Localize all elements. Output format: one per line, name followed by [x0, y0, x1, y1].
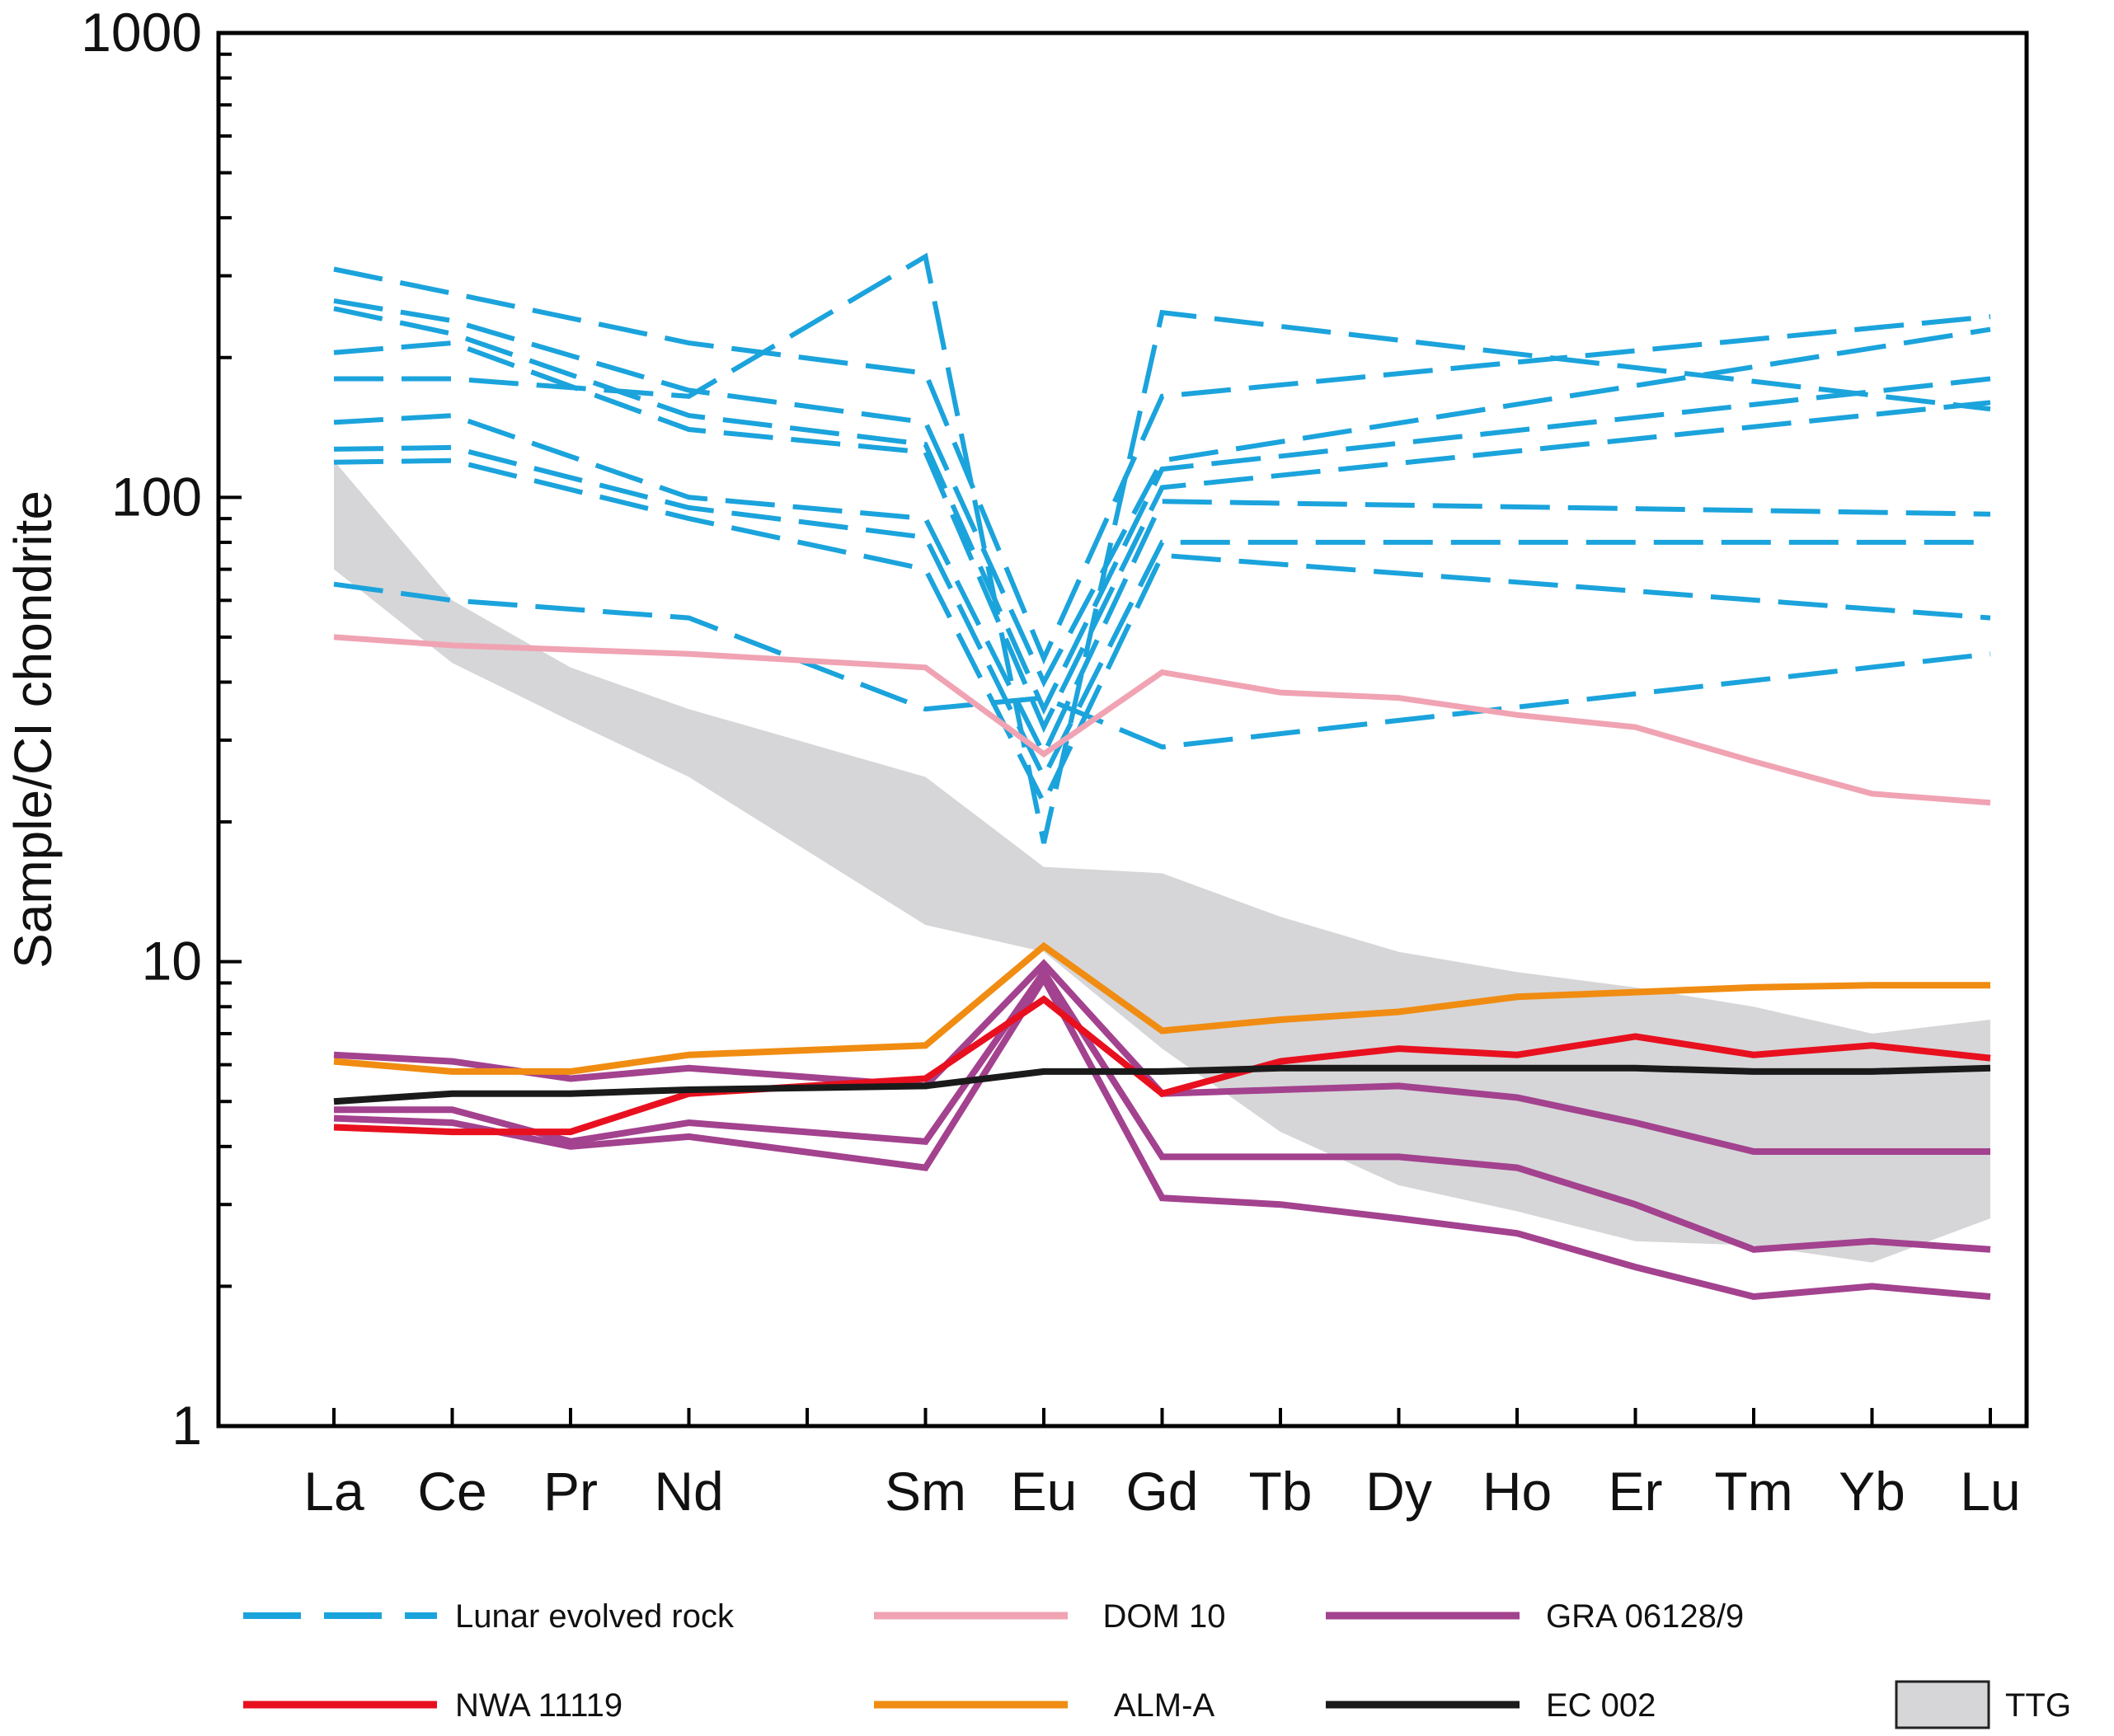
series-line-gra-06128-9-12	[333, 972, 1991, 1301]
legend-label-nwa-11119: NWA 11119	[455, 1687, 622, 1724]
legend-label-dom-10: DOM 10	[1103, 1598, 1226, 1635]
y-axis-label: Sample/CI chondrite	[3, 490, 63, 969]
legend-label-alm-a: ALM-A	[1114, 1687, 1215, 1724]
x-tick-label: Eu	[1011, 1461, 1078, 1522]
x-tick-label: Tm	[1714, 1461, 1792, 1522]
y-tick-label: 1000	[81, 2, 202, 63]
x-tick-label: Yb	[1839, 1461, 1905, 1522]
series-line-lunar-evolved-rock-2	[333, 306, 1991, 716]
y-tick-label: 1	[171, 1395, 202, 1456]
y-tick-label: 10	[142, 931, 202, 992]
x-tick-label: Ce	[417, 1461, 486, 1522]
x-tick-label: Tb	[1248, 1461, 1312, 1522]
y-tick-label: 100	[111, 466, 202, 527]
series-line-ec-002-15	[333, 1064, 1991, 1105]
x-tick-label: La	[303, 1461, 364, 1522]
series-line-gra-06128-9-10	[333, 959, 1990, 1155]
x-tick-label: Sm	[885, 1461, 966, 1522]
series-line-nwa-11119-13	[333, 995, 1991, 1136]
y-axis: 1 10 100 1000	[81, 2, 242, 1456]
legend-label-ec-002: EC 002	[1546, 1687, 1656, 1724]
legend-label-lunar-evolved-rock: Lunar evolved rock	[455, 1598, 735, 1635]
series-line-gra-06128-9-11	[334, 966, 1991, 1253]
x-tick-label: Lu	[1960, 1461, 2020, 1522]
series-line-lunar-evolved-rock-3	[333, 340, 1991, 734]
x-tick-label: Gd	[1125, 1461, 1198, 1522]
plot-frame	[216, 30, 2029, 1429]
ttg-field-layer	[334, 460, 1990, 1263]
x-tick-label: Dy	[1365, 1461, 1432, 1522]
x-tick-label: Nd	[654, 1461, 723, 1522]
legend-swatch-ttg	[1895, 1680, 1990, 1729]
legend-label-ttg: TTG	[2005, 1687, 2071, 1724]
series-line-lunar-evolved-rock-4	[334, 252, 1991, 844]
series-line-lunar-evolved-rock-8	[333, 581, 1991, 750]
legend-label-gra-06128-9: GRA 06128/9	[1546, 1598, 1744, 1635]
series-line-dom-10-9	[333, 634, 1991, 806]
ttg-field	[334, 460, 1990, 1263]
x-tick-label: Er	[1609, 1461, 1663, 1522]
x-tick-label: Pr	[543, 1461, 598, 1522]
series-line-lunar-evolved-rock-0	[333, 266, 1991, 665]
x-axis: La Ce Pr Nd Sm Eu Gd Tb Dy Ho Er Tm Yb Lu	[303, 1408, 2021, 1522]
legend: Lunar evolved rock DOM 10 GRA 06128/9 NWA 1…	[243, 1598, 2071, 1729]
series-layer	[333, 252, 1991, 1301]
x-tick-label: Ho	[1482, 1461, 1552, 1522]
series-line-lunar-evolved-rock-6	[333, 444, 1990, 783]
series-line-alm-a-14	[333, 941, 1990, 1075]
